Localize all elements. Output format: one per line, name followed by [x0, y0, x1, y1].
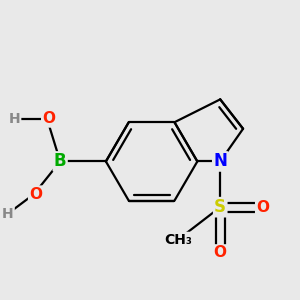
- Text: O: O: [42, 112, 55, 127]
- Text: O: O: [256, 200, 269, 215]
- Text: H: H: [9, 112, 20, 126]
- Text: B: B: [54, 152, 67, 170]
- Text: O: O: [214, 245, 227, 260]
- Text: H: H: [2, 207, 14, 221]
- Text: CH₃: CH₃: [164, 233, 192, 247]
- Text: N: N: [213, 152, 227, 170]
- Text: O: O: [29, 187, 42, 202]
- Text: S: S: [214, 198, 226, 216]
